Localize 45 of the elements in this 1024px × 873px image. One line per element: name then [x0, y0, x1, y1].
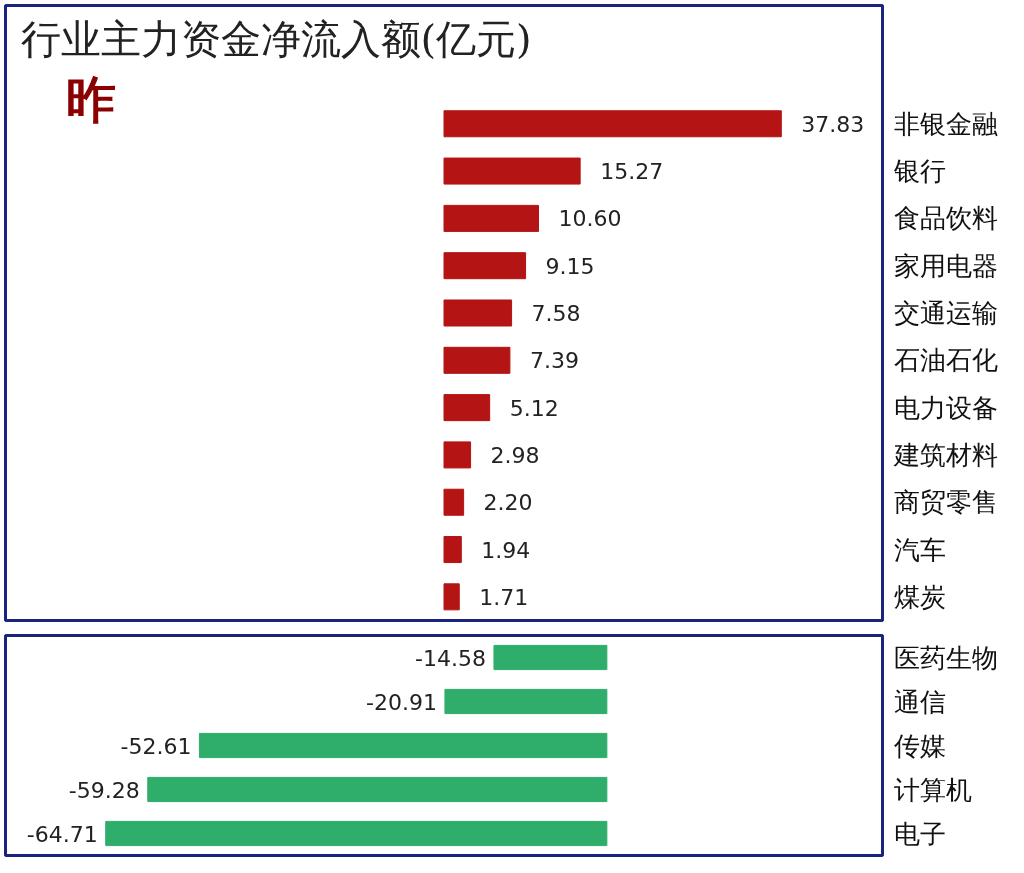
y-tick-label: 非银金融 — [893, 108, 998, 139]
bar — [443, 536, 462, 564]
bar — [443, 346, 511, 374]
y-tick-label: 交通运输 — [893, 298, 998, 328]
data-label: -14.58 — [415, 645, 486, 671]
data-label: 1.71 — [479, 584, 529, 610]
data-label: 9.15 — [545, 253, 595, 279]
y-tick-label: 石油石化 — [893, 345, 998, 376]
data-label: -52.61 — [120, 733, 192, 759]
y-tick-label: 建筑材料 — [892, 439, 998, 470]
y-tick-label: 汽车 — [893, 534, 946, 565]
bar — [443, 299, 513, 327]
y-tick-label: 医药生物 — [893, 642, 998, 673]
data-label: -59.28 — [68, 777, 140, 803]
bar — [443, 204, 540, 232]
bar — [443, 441, 472, 469]
y-tick-label: 计算机 — [893, 774, 972, 805]
data-label: 2.20 — [483, 490, 533, 516]
data-label: 2.98 — [490, 442, 540, 468]
data-label: 7.39 — [529, 348, 579, 374]
bar — [443, 157, 581, 185]
bar — [443, 488, 465, 516]
bar — [443, 583, 460, 611]
data-label: 37.83 — [801, 111, 865, 137]
data-label: 1.94 — [481, 537, 531, 563]
chart-title: 行业主力资金净流入额(亿元) — [20, 15, 532, 62]
bar — [443, 110, 782, 138]
y-tick-label: 煤炭 — [893, 581, 946, 612]
y-tick-label: 传媒 — [893, 730, 946, 761]
data-label: -20.91 — [366, 689, 437, 715]
bar — [443, 252, 527, 280]
data-label: 15.27 — [600, 159, 664, 185]
y-tick-label: 电力设备 — [893, 392, 998, 423]
data-label: 5.12 — [509, 395, 559, 421]
data-label: 7.58 — [531, 301, 581, 326]
data-label: -64.71 — [26, 821, 98, 847]
bar — [443, 394, 491, 422]
y-tick-label: 通信 — [893, 686, 946, 717]
y-tick-label: 商贸零售 — [893, 487, 998, 518]
y-tick-label: 电子 — [893, 818, 946, 849]
data-label: 10.60 — [558, 206, 622, 232]
y-tick-label: 家用电器 — [893, 250, 998, 281]
text: 昨 — [65, 71, 116, 130]
y-tick-label: 银行 — [892, 156, 946, 187]
y-tick-label: 食品饮料 — [893, 203, 998, 234]
